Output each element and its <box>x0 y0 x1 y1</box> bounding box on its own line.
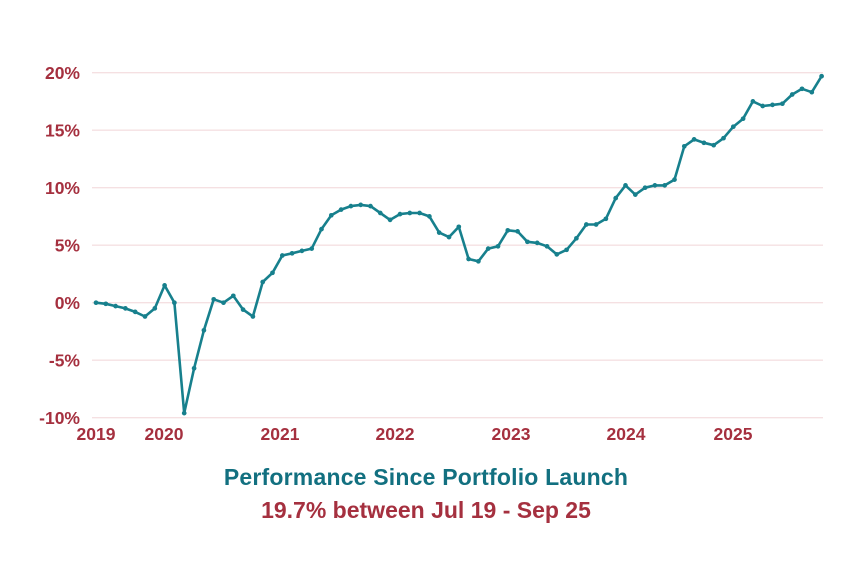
gridlines <box>92 72 823 419</box>
data-point <box>789 92 795 97</box>
data-point <box>730 124 736 130</box>
data-point <box>397 211 403 217</box>
data-point <box>652 183 658 188</box>
y-tick-label: -10% <box>39 408 80 428</box>
data-point <box>270 270 275 276</box>
data-point <box>681 143 687 149</box>
x-tick-label: 2022 <box>376 424 415 444</box>
data-point <box>240 307 246 312</box>
data-point <box>191 365 197 371</box>
data-point <box>377 210 383 216</box>
y-tick-label: -5% <box>49 350 81 370</box>
data-point <box>593 222 599 227</box>
data-point <box>760 103 766 109</box>
data-point <box>632 192 638 197</box>
data-point <box>446 234 452 240</box>
chart-subtitle: 19.7% between Jul 19 - Sep 25 <box>261 497 591 523</box>
x-tick-label: 2019 <box>77 424 116 444</box>
y-tick-label: 15% <box>45 120 80 140</box>
data-point <box>799 86 805 92</box>
data-point <box>476 258 481 264</box>
data-point <box>603 216 609 222</box>
data-point <box>740 116 746 122</box>
data-point <box>574 235 579 241</box>
data-point <box>172 300 177 306</box>
data-point <box>328 212 334 218</box>
data-point <box>613 195 619 201</box>
data-point <box>142 314 148 319</box>
data-points <box>93 73 824 416</box>
data-point <box>691 137 697 142</box>
y-tick-label: 0% <box>55 293 81 313</box>
data-point <box>279 253 285 258</box>
data-point <box>123 306 128 311</box>
data-point <box>103 301 109 307</box>
data-point <box>485 246 491 251</box>
data-point <box>505 227 511 233</box>
data-point <box>260 279 266 285</box>
data-point <box>466 256 471 262</box>
data-point <box>515 229 520 234</box>
data-point <box>250 314 256 319</box>
data-point <box>564 247 569 253</box>
data-point <box>770 102 775 108</box>
y-tick-label: 20% <box>45 63 80 83</box>
data-point <box>642 185 648 191</box>
data-point <box>230 293 236 299</box>
data-point <box>309 246 315 251</box>
data-point <box>162 283 167 288</box>
data-point <box>319 226 324 232</box>
data-point <box>407 210 413 216</box>
data-point <box>809 89 815 95</box>
data-point <box>436 230 442 235</box>
data-point <box>583 222 589 227</box>
y-tick-label: 10% <box>45 178 80 198</box>
x-tick-label: 2023 <box>492 424 531 444</box>
data-point <box>417 210 422 216</box>
data-point <box>711 142 717 148</box>
data-point <box>554 252 560 257</box>
data-point <box>721 135 726 141</box>
x-tick-label: 2024 <box>607 424 646 444</box>
data-point <box>348 203 354 209</box>
data-point <box>299 248 305 254</box>
x-tick-label: 2020 <box>145 424 184 444</box>
data-point <box>456 224 462 230</box>
data-point <box>623 183 628 188</box>
x-tick-label: 2021 <box>261 424 300 444</box>
y-axis-labels: 20% 15% 10% 5% 0% -5% -10% <box>39 63 80 428</box>
data-point <box>672 177 677 182</box>
y-tick-label: 5% <box>55 235 81 255</box>
chart-title: Performance Since Portfolio Launch <box>223 464 629 490</box>
data-point <box>152 306 158 311</box>
data-point <box>662 183 668 188</box>
data-point <box>819 73 824 79</box>
x-axis-labels: 2019 2020 2021 2022 2023 2024 2025 <box>77 424 753 444</box>
data-point <box>387 217 393 223</box>
data-point <box>93 300 99 306</box>
x-tick-label: 2025 <box>714 424 753 444</box>
data-point <box>358 202 364 208</box>
data-point <box>368 203 373 209</box>
data-point <box>534 240 540 246</box>
data-point <box>701 140 707 146</box>
data-point <box>544 243 550 249</box>
data-point <box>113 303 118 309</box>
data-point <box>289 250 295 256</box>
data-point <box>780 101 785 107</box>
data-point <box>338 207 344 212</box>
data-point <box>427 214 432 219</box>
data-point <box>750 99 756 104</box>
data-point <box>211 296 217 302</box>
data-point <box>495 243 501 249</box>
data-point <box>132 309 138 315</box>
data-point <box>201 327 207 333</box>
data-point <box>525 239 530 245</box>
data-point <box>221 300 226 306</box>
data-point <box>181 410 187 416</box>
